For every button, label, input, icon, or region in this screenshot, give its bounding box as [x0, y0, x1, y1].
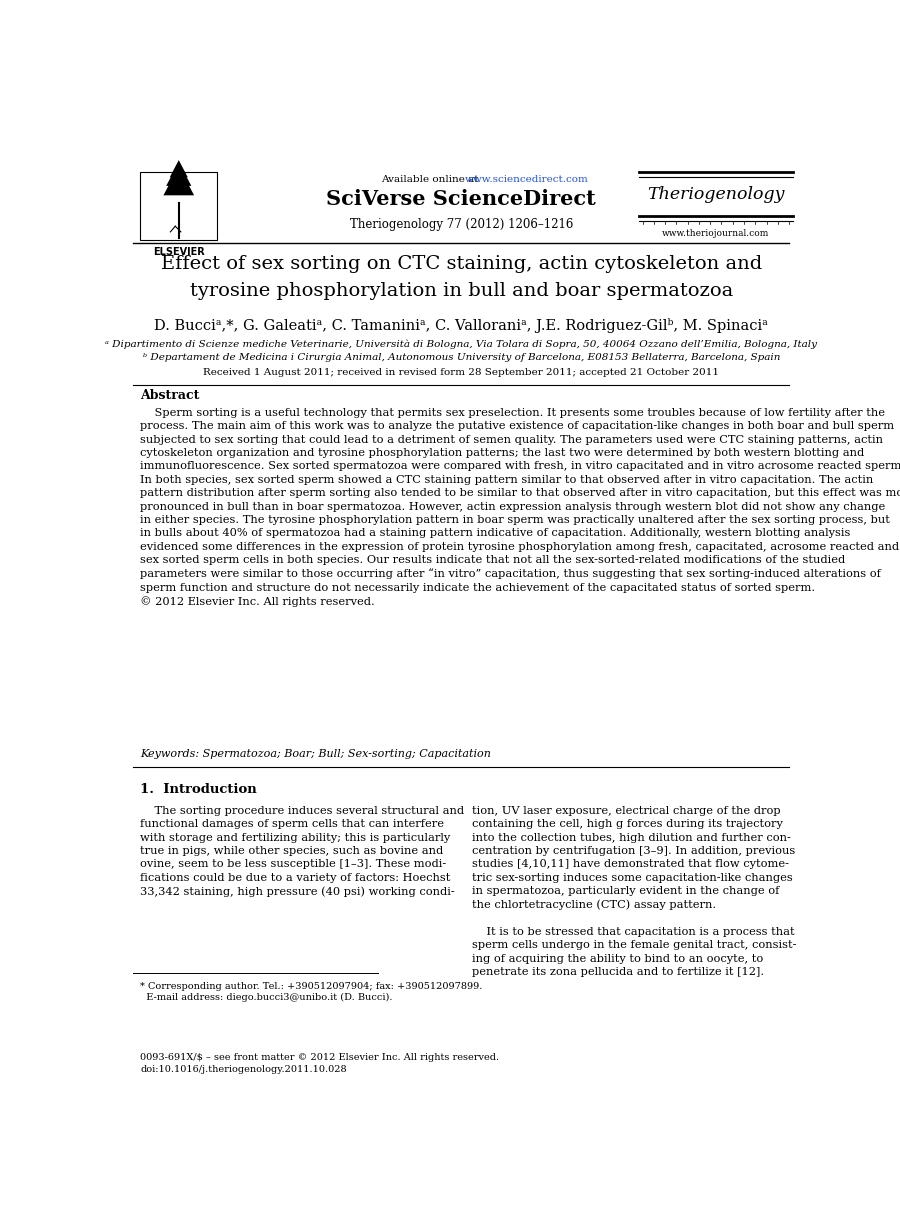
Polygon shape: [170, 160, 188, 177]
Text: Theriogenology: Theriogenology: [647, 187, 785, 203]
Text: ᵇ Departament de Medicina i Cirurgia Animal, Autonomous University of Barcelona,: ᵇ Departament de Medicina i Cirurgia Ani…: [142, 353, 780, 363]
FancyBboxPatch shape: [140, 172, 217, 240]
Text: www.sciencedirect.com: www.sciencedirect.com: [464, 176, 589, 184]
Text: Keywords: Spermatozoa; Boar; Bull; Sex-sorting; Capacitation: Keywords: Spermatozoa; Boar; Bull; Sex-s…: [140, 749, 491, 759]
Text: Sperm sorting is a useful technology that permits sex preselection. It presents : Sperm sorting is a useful technology tha…: [140, 408, 900, 608]
Text: 1.  Introduction: 1. Introduction: [140, 784, 257, 796]
Text: ELSEVIER: ELSEVIER: [153, 247, 204, 257]
Text: Effect of sex sorting on CTC staining, actin cytoskeleton and
tyrosine phosphory: Effect of sex sorting on CTC staining, a…: [160, 255, 762, 300]
Text: tion, UV laser exposure, electrical charge of the drop
containing the cell, high: tion, UV laser exposure, electrical char…: [472, 806, 796, 977]
Text: 0093-691X/$ – see front matter © 2012 Elsevier Inc. All rights reserved.: 0093-691X/$ – see front matter © 2012 El…: [140, 1053, 500, 1061]
Text: Theriogenology 77 (2012) 1206–1216: Theriogenology 77 (2012) 1206–1216: [349, 218, 573, 231]
Text: The sorting procedure induces several structural and
functional damages of sperm: The sorting procedure induces several st…: [140, 806, 464, 897]
Polygon shape: [164, 166, 194, 196]
Text: ᵃ Dipartimento di Scienze mediche Veterinarie, Università di Bologna, Via Tolara: ᵃ Dipartimento di Scienze mediche Veteri…: [105, 339, 817, 349]
Text: * Corresponding author. Tel.: +390512097904; fax: +390512097899.: * Corresponding author. Tel.: +390512097…: [140, 982, 482, 991]
Text: E-mail address: diego.bucci3@unibo.it (D. Bucci).: E-mail address: diego.bucci3@unibo.it (D…: [140, 994, 393, 1002]
Text: www.theriojournal.com: www.theriojournal.com: [662, 229, 770, 239]
Text: doi:10.1016/j.theriogenology.2011.10.028: doi:10.1016/j.theriogenology.2011.10.028: [140, 1065, 347, 1074]
Text: Available online at: Available online at: [381, 176, 482, 184]
Text: D. Bucciᵃ,*, G. Galeatiᵃ, C. Tamaniniᵃ, C. Valloraniᵃ, J.E. Rodriguez-Gilᵇ, M. S: D. Bucciᵃ,*, G. Galeatiᵃ, C. Tamaniniᵃ, …: [154, 319, 769, 333]
Text: SciVerse ScienceDirect: SciVerse ScienceDirect: [327, 188, 596, 209]
Text: Received 1 August 2011; received in revised form 28 September 2011; accepted 21 : Received 1 August 2011; received in revi…: [203, 368, 719, 376]
Polygon shape: [166, 162, 192, 186]
Text: Abstract: Abstract: [140, 389, 200, 402]
